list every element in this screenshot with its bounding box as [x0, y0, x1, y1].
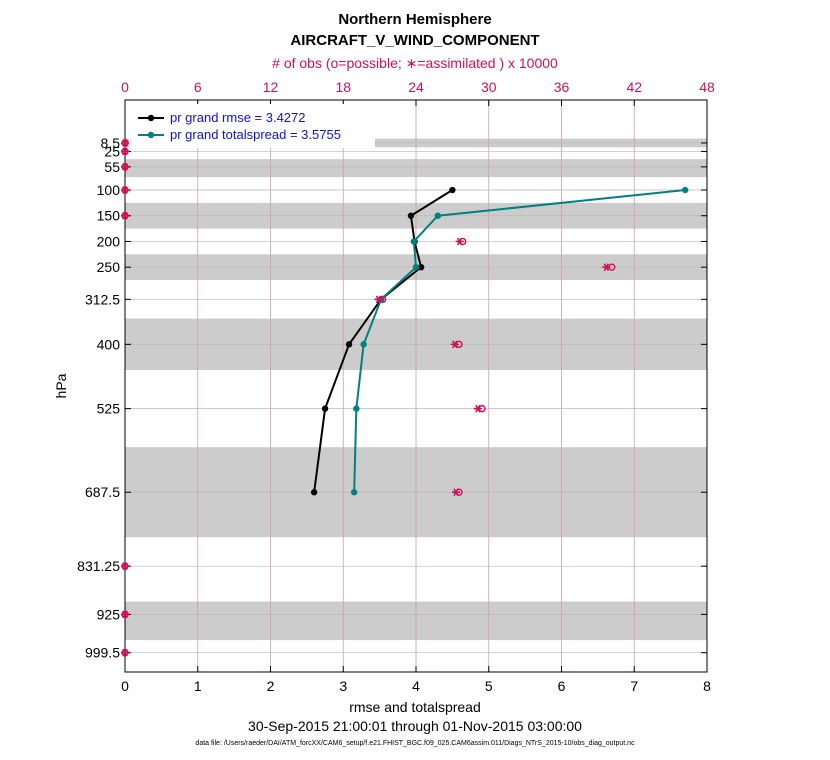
grid-lines [125, 100, 707, 672]
y-tick-label-9: 525 [97, 401, 121, 417]
obs-assimilated-stroke-10-2 [453, 488, 459, 497]
legend: pr grand rmse = 3.4272 pr grand totalspr… [129, 104, 375, 148]
x-tick-label-8: 8 [703, 678, 711, 694]
series-1-point-3 [412, 263, 420, 271]
top-axis-label: # of obs (o=possible; ∗=assimilated ) x … [272, 55, 558, 71]
x-tick-label-1: 1 [194, 678, 202, 694]
top-tick-label-7: 42 [626, 79, 642, 95]
y-tick-label-4: 150 [97, 208, 121, 224]
obs-assimilated-stroke-13-2 [122, 648, 128, 657]
axis-ticks: 0 1 2 3 4 5 6 7 80 6 12 18 24 30 36 42 488.5255510015020… [77, 79, 715, 694]
y-axis-label: hPa [53, 373, 69, 398]
y-tick-label-1: 25 [104, 143, 120, 159]
obs-assimilated-marker-12 [121, 610, 129, 619]
top-tick-label-3: 18 [335, 79, 351, 95]
y-tick-label-7: 312.5 [85, 291, 120, 307]
legend-rmse-label: pr grand rmse = 3.4272 [170, 110, 306, 125]
series-1-point-6 [353, 405, 360, 412]
obs-count-markers [121, 139, 616, 657]
y-tick-label-2: 55 [104, 159, 120, 175]
top-tick-label-8: 48 [699, 79, 715, 95]
obs-assimilated-stroke-0-2 [122, 139, 128, 147]
y-tick-label-3: 100 [97, 182, 121, 198]
top-tick-label-0: 0 [121, 79, 129, 95]
y-tick-label-12: 925 [97, 606, 121, 622]
obs-assimilated-marker-1 [121, 147, 129, 156]
obs-assimilated-marker-13 [121, 648, 129, 657]
y-tick-label-10: 687.5 [85, 484, 120, 500]
series-line-1 [353, 189, 686, 493]
series-1-point-5 [360, 341, 367, 348]
obs-assimilated-stroke-6-2 [603, 263, 610, 272]
obs-assimilated-stroke-5-2 [456, 237, 463, 246]
obs-assimilated-stroke-1-2 [122, 147, 128, 156]
x-tick-label-6: 6 [558, 678, 566, 694]
top-tick-label-1: 6 [194, 79, 202, 95]
x-tick-label-3: 3 [339, 678, 347, 694]
x-tick-label-2: 2 [267, 678, 275, 694]
date-range: 30-Sep-2015 21:00:01 through 01-Nov-2015… [248, 718, 582, 734]
series-0-point-0 [449, 186, 456, 194]
series-0-point-7 [310, 489, 318, 496]
y-tick-label-6: 250 [97, 259, 121, 275]
obs-assimilated-stroke-7-2 [375, 295, 382, 304]
obs-assimilated-stroke-11-2 [122, 562, 128, 571]
obs-assimilated-marker-2 [121, 163, 129, 171]
y-tick-label-13: 999.5 [85, 645, 120, 661]
data-file-note: data file: /Users/raeder/DAI/ATM_forcXX/… [195, 740, 635, 747]
obs-assimilated-stroke-2-2 [122, 163, 128, 171]
obs-assimilated-marker-3 [121, 186, 129, 194]
legend-spread-label: pr grand totalspread = 3.5755 [170, 127, 341, 142]
series-0-point-5 [345, 341, 353, 348]
chart-title: Northern Hemisphere [338, 11, 491, 28]
legend-rmse-marker [147, 114, 155, 122]
obs-assimilated-stroke-3-2 [122, 186, 128, 194]
obs-assimilated-marker-10 [452, 488, 461, 497]
obs-assimilated-marker-8 [450, 340, 459, 349]
series-0-point-6 [321, 405, 329, 412]
x-tick-label-5: 5 [485, 678, 493, 694]
obs-assimilated-marker-4 [121, 211, 129, 220]
x-axis-label: rmse and totalspread [349, 699, 481, 715]
data-series [310, 186, 689, 496]
obs-assimilated-stroke-4-2 [122, 211, 128, 220]
top-tick-label-4: 24 [408, 79, 424, 95]
obs-assimilated-marker-9 [473, 404, 482, 413]
obs-assimilated-stroke-8-2 [452, 340, 458, 349]
obs-assimilated-marker-11 [121, 562, 129, 571]
obs-assimilated-stroke-12-2 [122, 610, 128, 619]
x-tick-label-4: 4 [412, 678, 420, 694]
legend-spread-marker [147, 131, 155, 139]
top-tick-label-2: 12 [263, 79, 279, 95]
obs-assimilated-marker-7 [374, 295, 383, 304]
legend-box [129, 104, 375, 148]
obs-assimilated-stroke-9-2 [475, 404, 481, 413]
series-0-point-1 [407, 212, 415, 219]
y-tick-label-0: 8.5 [101, 135, 121, 151]
series-line-0 [313, 189, 453, 493]
series-1-point-2 [410, 238, 418, 245]
chart-subtitle: AIRCRAFT_V_WIND_COMPONENT [290, 32, 539, 49]
y-tick-label-11: 831.25 [77, 558, 120, 574]
x-tick-label-0: 0 [121, 678, 129, 694]
y-tick-label-5: 200 [97, 233, 121, 249]
obs-assimilated-marker-5 [455, 237, 464, 246]
series-1-point-1 [434, 212, 442, 219]
series-1-point-7 [350, 489, 358, 496]
top-tick-label-6: 36 [554, 79, 570, 95]
series-1-point-0 [681, 186, 689, 194]
y-tick-label-8: 400 [97, 336, 121, 352]
obs-assimilated-marker-6 [602, 263, 611, 272]
top-tick-label-5: 30 [481, 79, 497, 95]
series-0-point-3 [417, 263, 425, 271]
obs-assimilated-marker-0 [121, 139, 129, 147]
x-tick-label-7: 7 [630, 678, 638, 694]
